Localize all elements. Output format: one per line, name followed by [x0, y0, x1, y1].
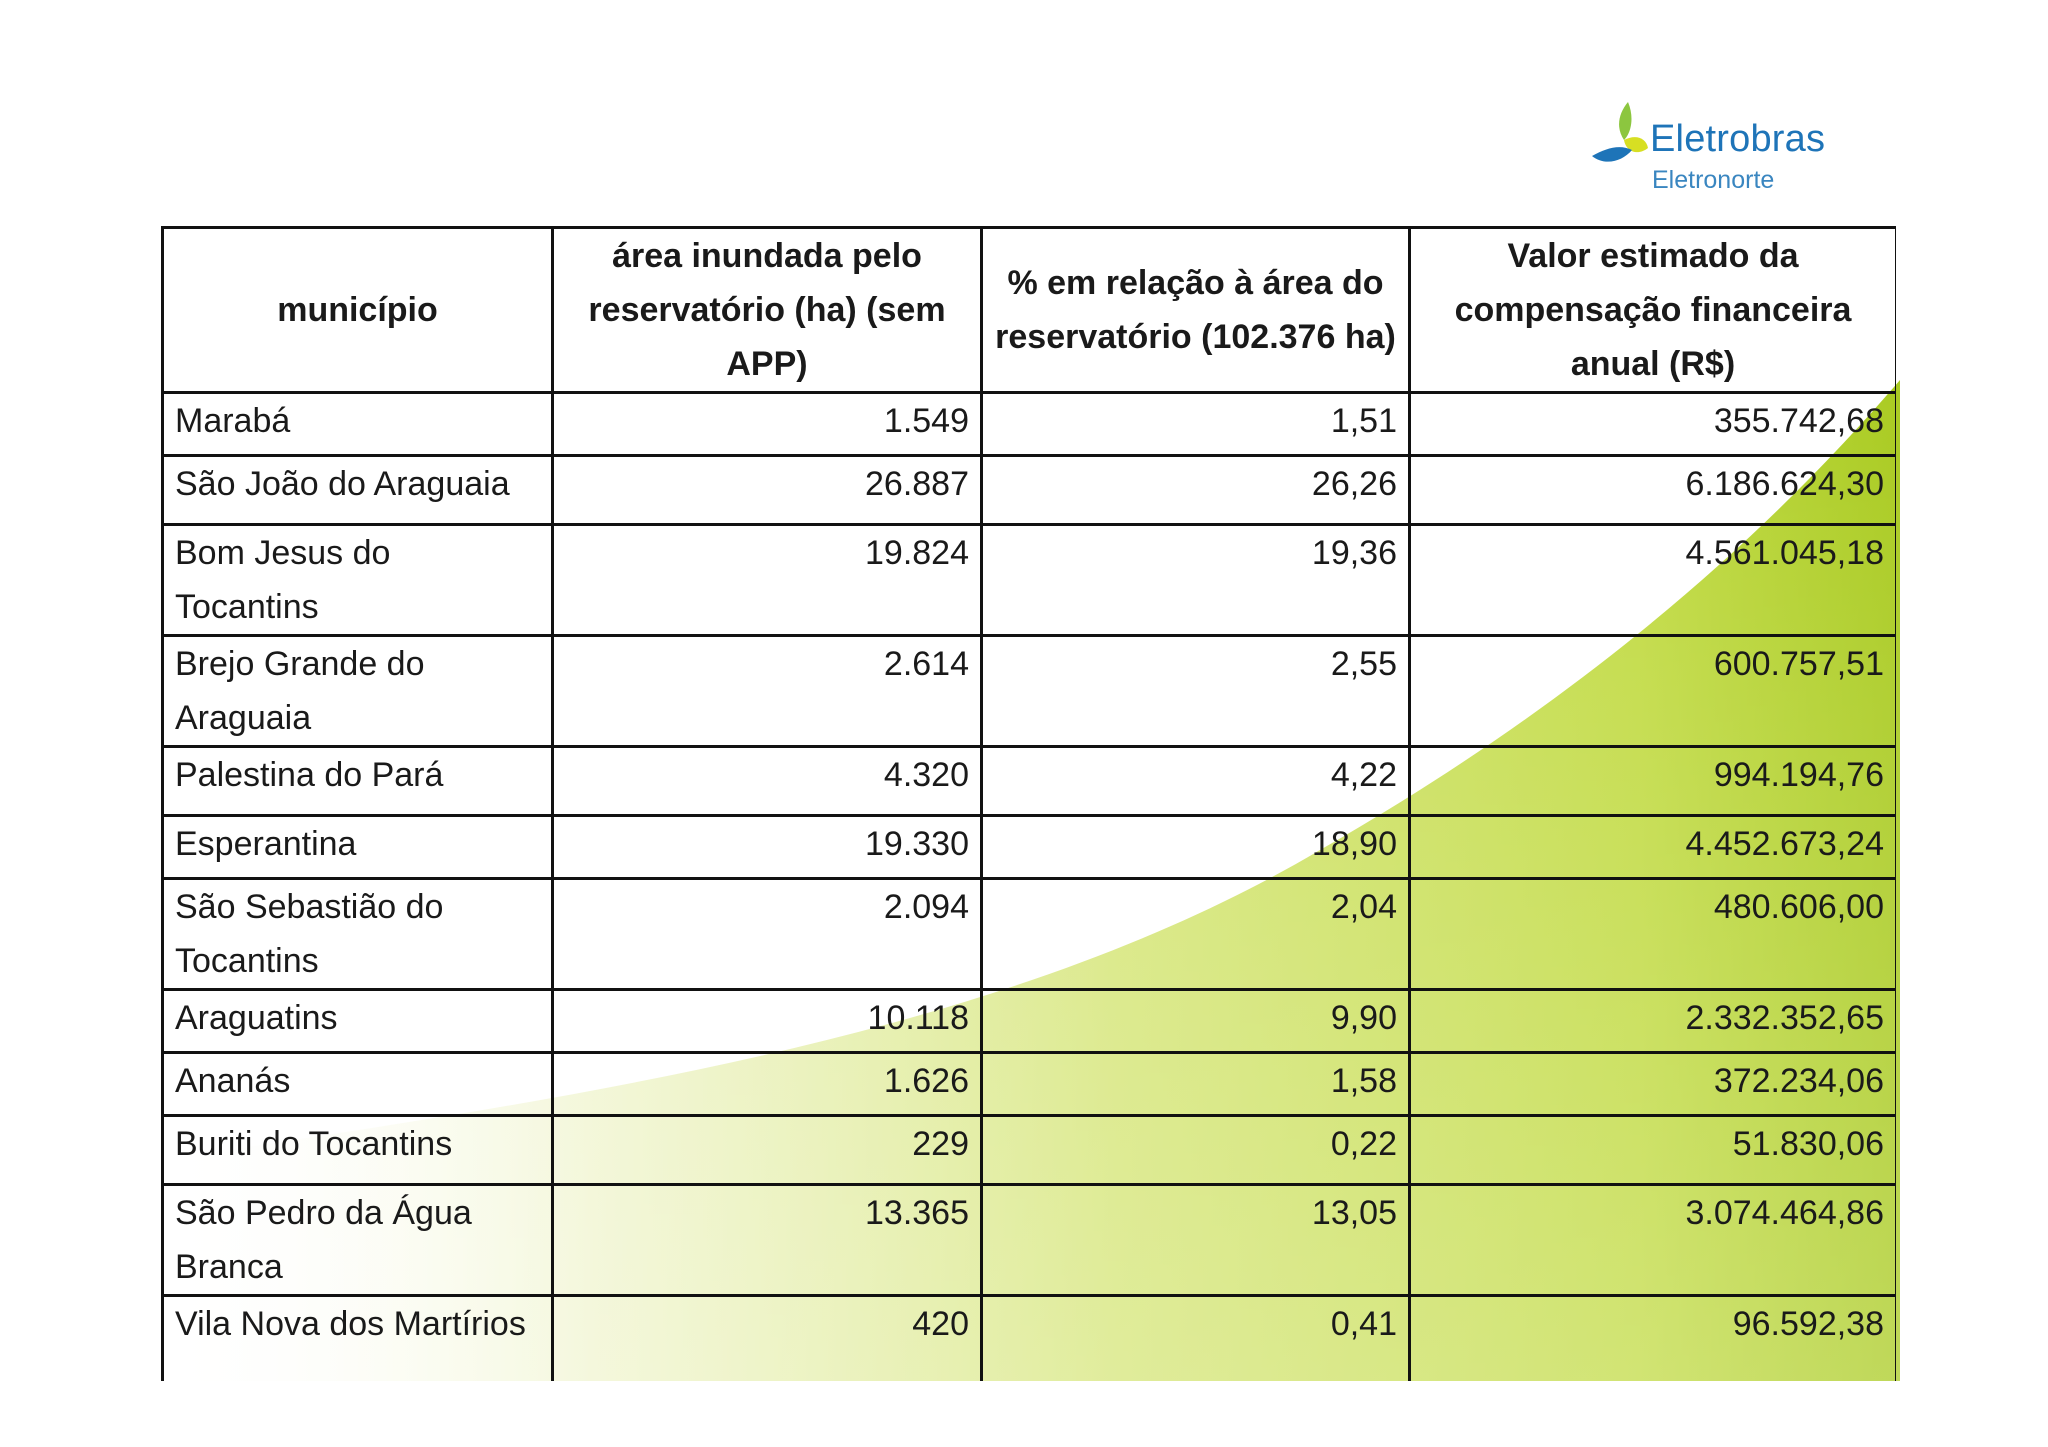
cell-percent: 1,51 — [980, 391, 1411, 457]
cell-valor: 6.186.624,30 — [1408, 454, 1896, 526]
cell-percent: 19,36 — [980, 523, 1411, 637]
cell-valor: 480.606,00 — [1408, 877, 1896, 991]
cell-percent: 1,58 — [980, 1051, 1411, 1117]
table-container: município área inundada pelo reservatóri… — [161, 226, 1896, 1381]
header-percent: % em relação à área do reservatório (102… — [980, 226, 1411, 394]
brand-subname: Eletronorte — [1652, 166, 1775, 194]
cell-valor: 2.332.352,65 — [1408, 988, 1896, 1054]
cell-valor: 355.742,68 — [1408, 391, 1896, 457]
table-row: Vila Nova dos Martírios 420 0,41 96.592,… — [161, 1294, 1896, 1381]
table-row: São João do Araguaia 26.887 26,26 6.186.… — [161, 454, 1896, 526]
cell-area: 13.365 — [551, 1183, 983, 1297]
table-row: Esperantina 19.330 18,90 4.452.673,24 — [161, 814, 1896, 880]
cell-percent: 18,90 — [980, 814, 1411, 880]
cell-percent: 2,55 — [980, 634, 1411, 748]
header-area: área inundada pelo reservatório (ha) (se… — [551, 226, 983, 394]
cell-municipio: Araguatins — [161, 988, 554, 1054]
cell-percent: 9,90 — [980, 988, 1411, 1054]
cell-area: 420 — [551, 1294, 983, 1381]
cell-area: 19.330 — [551, 814, 983, 880]
cell-valor: 96.592,38 — [1408, 1294, 1896, 1381]
cell-municipio: São João do Araguaia — [161, 454, 554, 526]
table-row: Brejo Grande do Araguaia 2.614 2,55 600.… — [161, 634, 1896, 748]
cell-valor: 4.561.045,18 — [1408, 523, 1896, 637]
cell-area: 229 — [551, 1114, 983, 1186]
cell-valor: 51.830,06 — [1408, 1114, 1896, 1186]
table-row: São Sebastião do Tocantins 2.094 2,04 48… — [161, 877, 1896, 991]
cell-municipio: Brejo Grande do Araguaia — [161, 634, 554, 748]
eletrobras-logo: Eletrobras Eletronorte — [1588, 96, 1838, 206]
cell-municipio: Bom Jesus do Tocantins — [161, 523, 554, 637]
cell-area: 2.094 — [551, 877, 983, 991]
cell-municipio: Marabá — [161, 391, 554, 457]
leaf-icon — [1592, 102, 1648, 162]
table-row: Ananás 1.626 1,58 372.234,06 — [161, 1051, 1896, 1117]
cell-area: 4.320 — [551, 745, 983, 817]
cell-municipio: São Pedro da Água Branca — [161, 1183, 554, 1297]
cell-percent: 13,05 — [980, 1183, 1411, 1297]
cell-percent: 4,22 — [980, 745, 1411, 817]
table-row: Marabá 1.549 1,51 355.742,68 — [161, 391, 1896, 457]
cell-municipio: Esperantina — [161, 814, 554, 880]
cell-percent: 26,26 — [980, 454, 1411, 526]
header-municipio: município — [161, 226, 554, 394]
cell-area: 2.614 — [551, 634, 983, 748]
brand-name: Eletrobras — [1650, 118, 1826, 160]
cell-area: 10.118 — [551, 988, 983, 1054]
table-row: Araguatins 10.118 9,90 2.332.352,65 — [161, 988, 1896, 1054]
compensation-table: município área inundada pelo reservatóri… — [161, 226, 1896, 1381]
table-row: Palestina do Pará 4.320 4,22 994.194,76 — [161, 745, 1896, 817]
table-row: Bom Jesus do Tocantins 19.824 19,36 4.56… — [161, 523, 1896, 637]
cell-valor: 4.452.673,24 — [1408, 814, 1896, 880]
table-row: São Pedro da Água Branca 13.365 13,05 3.… — [161, 1183, 1896, 1297]
cell-percent: 2,04 — [980, 877, 1411, 991]
cell-municipio: Buriti do Tocantins — [161, 1114, 554, 1186]
cell-percent: 0,41 — [980, 1294, 1411, 1381]
cell-valor: 372.234,06 — [1408, 1051, 1896, 1117]
cell-municipio: Ananás — [161, 1051, 554, 1117]
cell-area: 19.824 — [551, 523, 983, 637]
cell-percent: 0,22 — [980, 1114, 1411, 1186]
cell-valor: 3.074.464,86 — [1408, 1183, 1896, 1297]
header-valor: Valor estimado da compensação financeira… — [1408, 226, 1896, 394]
cell-area: 1.549 — [551, 391, 983, 457]
table-row: Buriti do Tocantins 229 0,22 51.830,06 — [161, 1114, 1896, 1186]
cell-valor: 600.757,51 — [1408, 634, 1896, 748]
cell-municipio: Vila Nova dos Martírios — [161, 1294, 554, 1381]
cell-area: 1.626 — [551, 1051, 983, 1117]
cell-area: 26.887 — [551, 454, 983, 526]
header-row: município área inundada pelo reservatóri… — [161, 226, 1896, 394]
cell-municipio: Palestina do Pará — [161, 745, 554, 817]
cell-municipio: São Sebastião do Tocantins — [161, 877, 554, 991]
cell-valor: 994.194,76 — [1408, 745, 1896, 817]
